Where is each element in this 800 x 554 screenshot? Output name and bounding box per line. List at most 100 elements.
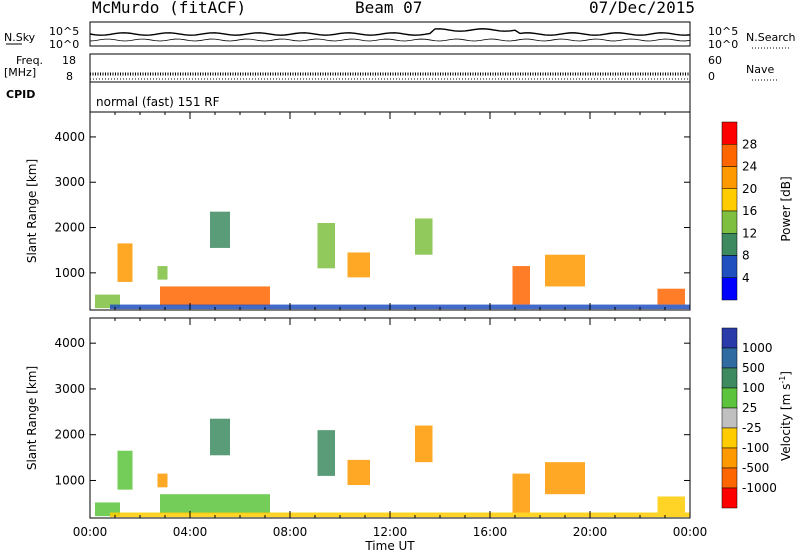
- power-echo-7: [512, 266, 530, 305]
- freq-tick-top: 18: [62, 54, 76, 67]
- power-echo-layer: [95, 211, 690, 310]
- velocity-colorbar-tick-4: -25: [742, 421, 762, 435]
- velocity-colorbar-swatch-4: [721, 407, 738, 429]
- power-colorbar-tick-6: 28: [742, 137, 757, 151]
- velocity-echo-11: [110, 512, 690, 518]
- power-echo-3: [210, 211, 230, 248]
- power-echo-11: [110, 304, 690, 310]
- nsearch-label: N.Search: [746, 31, 796, 44]
- velocity-ylabel: Slant Range [km]: [25, 366, 39, 470]
- power-colorbar-swatch-0: [721, 121, 738, 145]
- velocity-ytick-label-1: 2000: [54, 428, 85, 442]
- xtick-label-5: 20:00: [573, 525, 608, 539]
- station-title: McMurdo (fitACF): [92, 0, 247, 17]
- power-ytick-label-1: 2000: [54, 221, 85, 235]
- nave-tick-bottom: 0: [708, 70, 715, 83]
- cpid-strip: [89, 81, 691, 113]
- nsearch-tick-bottom: 10^0: [708, 38, 739, 51]
- power-echo-6: [415, 218, 433, 255]
- power-colorbar-swatch-7: [721, 277, 738, 301]
- cpid-text: normal (fast) 151 RF: [96, 95, 220, 109]
- colorbar-label-end: ]: [779, 371, 793, 376]
- freq-label-1: Freq.: [16, 54, 44, 67]
- power-ytick-label-0: 1000: [54, 266, 85, 280]
- velocity-colorbar-tick-6: -500: [742, 461, 769, 475]
- power-echo-4: [347, 252, 370, 278]
- velocity-colorbar-swatch-0: [721, 327, 738, 349]
- power-colorbar-swatch-1: [721, 144, 738, 167]
- velocity-echo-2: [160, 494, 270, 514]
- nave-label: Nave: [746, 63, 775, 76]
- xtick-label-1: 04:00: [173, 525, 208, 539]
- velocity-colorbar-tick-2: 100: [742, 381, 765, 395]
- velocity-colorbar-swatch-8: [721, 487, 738, 509]
- power-colorbar-tick-3: 16: [742, 204, 757, 218]
- power-echo-2: [160, 286, 270, 306]
- xtick-label-4: 16:00: [473, 525, 508, 539]
- power-ylabel: Slant Range [km]: [25, 159, 39, 263]
- power-ytick-label-2: 3000: [54, 175, 85, 189]
- power-colorbar-tick-2: 12: [742, 226, 757, 240]
- xaxis-label: Time UT: [364, 539, 415, 553]
- velocity-echo-4: [347, 459, 370, 486]
- power-colorbar-tick-5: 24: [742, 160, 757, 174]
- freq-label-2: [MHz]: [4, 66, 37, 79]
- freq-strip: [89, 53, 691, 83]
- power-echo-9: [657, 288, 685, 305]
- nave-tick-top: 60: [708, 54, 722, 67]
- power-echo-1: [157, 266, 168, 280]
- power-colorbar-swatch-2: [721, 166, 738, 189]
- velocity-colorbar-swatch-5: [721, 427, 738, 449]
- power-colorbar-tick-0: 4: [742, 271, 750, 285]
- power-echo-0: [117, 243, 133, 282]
- velocity-echo-8: [545, 462, 585, 495]
- nsearch-tick-top: 10^5: [708, 25, 739, 38]
- velocity-echo-9: [657, 496, 685, 513]
- velocity-ytick-label-0: 1000: [54, 473, 85, 487]
- plot-axes: 1000 2000 3000 4000 Slant Range [km] 1000 2000…: [25, 112, 707, 553]
- velocity-echo-3: [210, 418, 230, 456]
- velocity-ytick-label-2: 3000: [54, 382, 85, 396]
- nsky-label: N.Sky: [4, 31, 36, 44]
- velocity-echo-1: [157, 473, 168, 488]
- velocity-colorbar-tick-7: -1000: [742, 481, 777, 495]
- velocity-colorbar-swatch-1: [721, 347, 738, 369]
- velocity-ytick-label-3: 4000: [54, 336, 85, 350]
- power-colorbar-swatch-6: [721, 255, 738, 278]
- nsky-tick-top: 10^5: [49, 25, 80, 38]
- velocity-echo-6: [415, 425, 433, 463]
- power-ytick-label-3: 4000: [54, 130, 85, 144]
- velocity-colorbar-tick-1: 500: [742, 361, 765, 375]
- velocity-colorbar-label: Velocity [m s-1]: [778, 371, 793, 461]
- velocity-echo-0: [117, 450, 133, 490]
- power-colorbar-swatch-4: [721, 210, 738, 234]
- freq-tick-bottom: 8: [66, 70, 73, 83]
- power-echo-8: [545, 254, 585, 287]
- nsky-tick-bottom: 10^0: [49, 38, 80, 51]
- power-colorbar-tick-1: 8: [742, 249, 750, 263]
- beam-title: Beam 07: [355, 0, 423, 17]
- velocity-colorbar-swatch-2: [721, 367, 738, 389]
- power-colorbar-tick-4: 20: [742, 182, 757, 196]
- velocity-colorbar-swatch-7: [721, 467, 738, 489]
- velocity-echo-5: [317, 430, 335, 476]
- power-colorbar-swatch-3: [721, 188, 738, 212]
- cpid-label: CPID: [6, 88, 36, 101]
- velocity-colorbar-swatch-6: [721, 447, 738, 469]
- velocity-colorbar-tick-0: 1000: [742, 341, 773, 355]
- power-colorbar-label: Power [dB]: [779, 176, 793, 241]
- velocity-colorbar-tick-3: 25: [742, 401, 757, 415]
- velocity-echo-layer: [95, 418, 690, 518]
- power-frame: [89, 111, 691, 311]
- nsearch-trace: [89, 38, 691, 42]
- power-colorbar-swatch-5: [721, 233, 738, 256]
- velocity-colorbar-swatch-3: [721, 387, 738, 409]
- velocity-echo-7: [512, 473, 530, 513]
- xtick-label-3: 12:00: [373, 525, 408, 539]
- power-echo-5: [317, 223, 335, 269]
- colorbars: 4 8 12 16 20 24 28 Power [dB] 1000 500 100 25 -25 -10…: [721, 121, 793, 509]
- plot-frames: [6, 21, 790, 519]
- velocity-colorbar-tick-5: -100: [742, 441, 769, 455]
- xtick-label-0: 00:00: [73, 525, 108, 539]
